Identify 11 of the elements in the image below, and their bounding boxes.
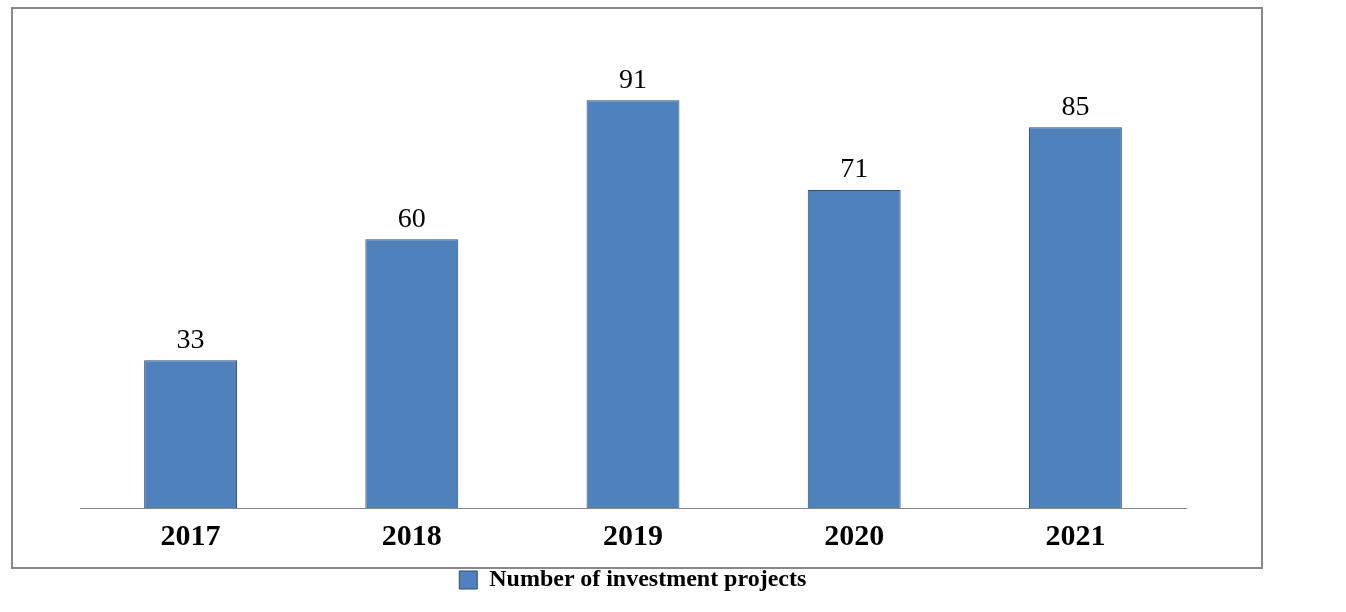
legend-label: Number of investment projects: [489, 565, 807, 592]
data-label: 91: [619, 62, 647, 94]
x-tick-label: 2019: [603, 517, 663, 551]
data-label: 71: [840, 152, 869, 184]
x-tick-label: 2017: [160, 517, 221, 551]
data-label: 33: [176, 322, 205, 354]
x-tick-label: 2020: [824, 517, 885, 551]
data-label: 85: [1061, 89, 1090, 121]
x-tick-label: 2021: [1045, 517, 1106, 551]
data-label: 60: [397, 201, 426, 233]
x-tick-label: 2018: [381, 517, 442, 551]
